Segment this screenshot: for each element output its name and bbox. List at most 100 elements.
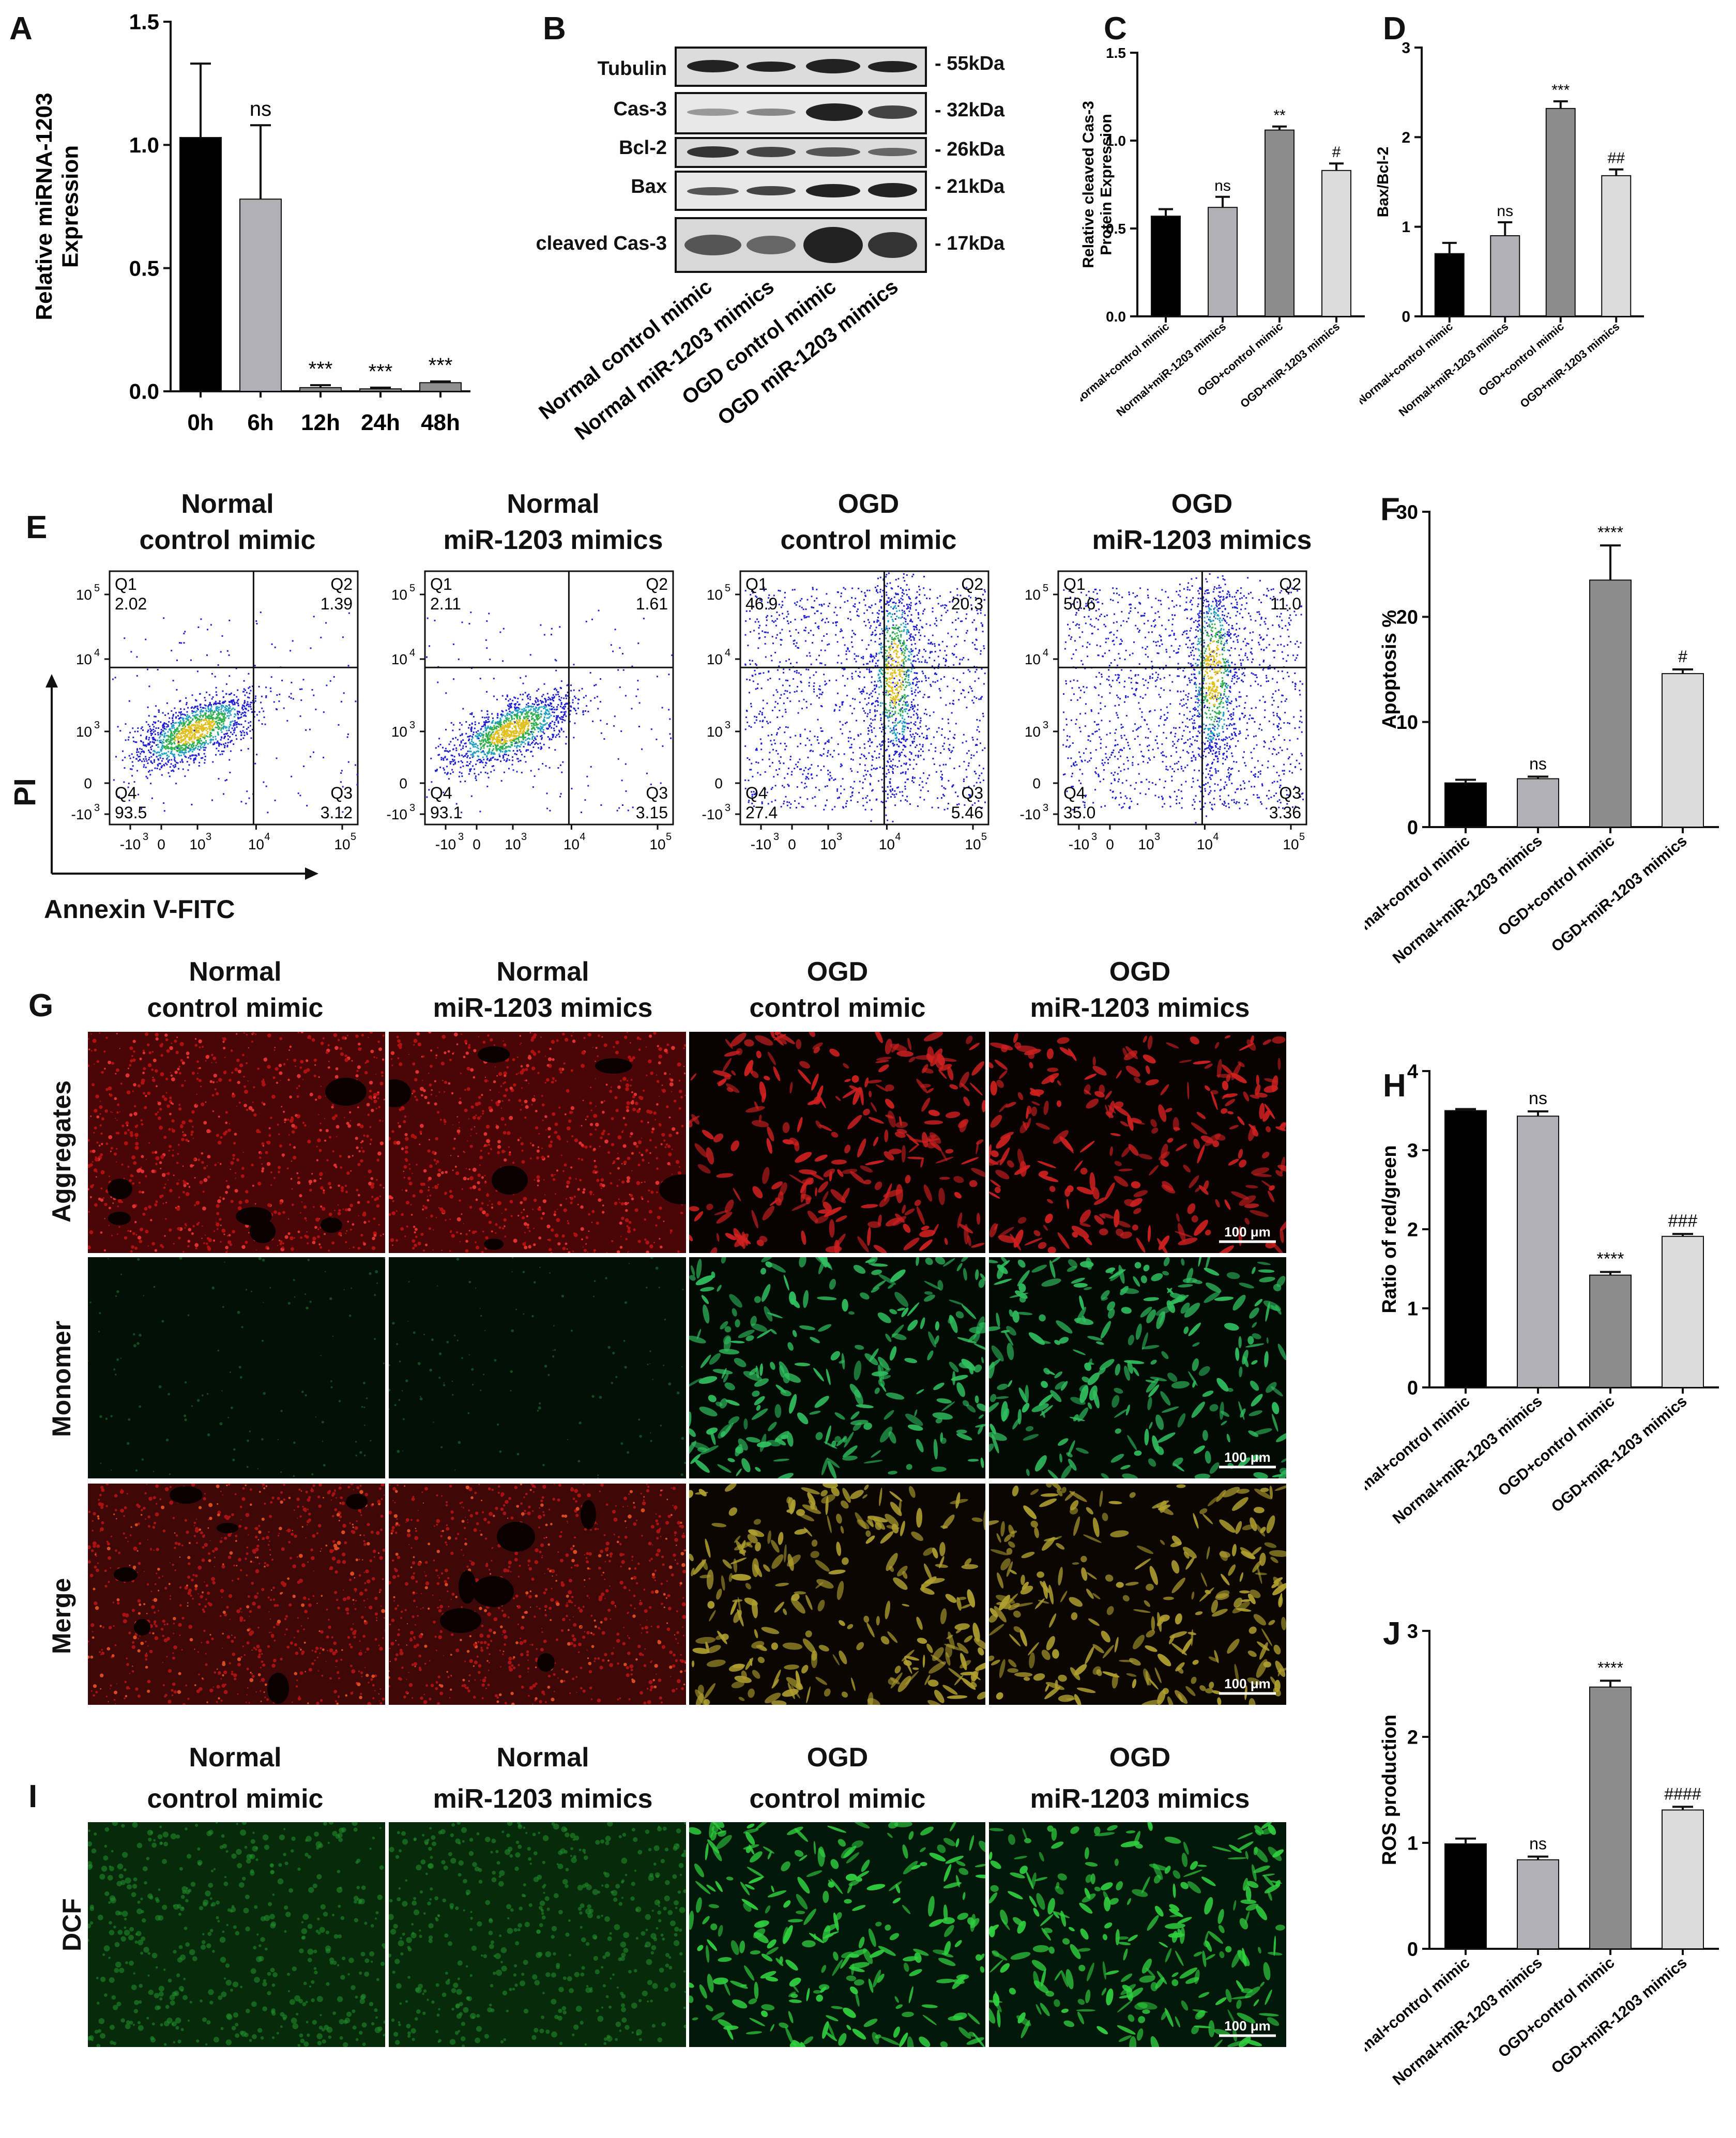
flow-dot — [148, 739, 150, 741]
flow-dot — [508, 700, 510, 702]
flow-dot — [186, 761, 188, 763]
flow-dot — [794, 589, 796, 591]
x-category-label: Normal+miR-1203 mimics — [1390, 1954, 1546, 2089]
flow-dot — [226, 744, 229, 746]
flow-dot — [525, 721, 527, 723]
flow-dot — [921, 781, 923, 783]
flow-dot — [858, 735, 860, 737]
flow-x-tick-exp: 4 — [264, 831, 270, 843]
flow-dot — [426, 796, 428, 798]
flow-dot — [181, 728, 184, 730]
flow-dot — [495, 725, 497, 727]
flow-dot — [530, 770, 532, 772]
flow-dot — [889, 701, 891, 704]
flow-dot — [827, 773, 829, 775]
flow-dot — [940, 752, 941, 754]
flow-dot — [798, 647, 799, 649]
flow-dot — [796, 662, 798, 664]
flow-dot — [542, 731, 544, 733]
flow-dot — [560, 729, 562, 731]
flow-dot — [851, 792, 853, 794]
flow-dot — [745, 610, 748, 612]
flow-dot — [132, 727, 134, 729]
group-title: Normal miR-1203 mimics — [443, 489, 663, 555]
flow-dot — [458, 753, 460, 755]
flow-dot — [176, 730, 178, 732]
flow-dot — [551, 721, 553, 723]
flow-dot — [467, 750, 469, 752]
flow-dot — [248, 726, 249, 728]
flow-dot — [202, 736, 204, 738]
flow-dot — [509, 746, 511, 748]
flow-dot — [905, 799, 907, 801]
flow-dot — [513, 722, 515, 724]
flow-dot — [188, 757, 190, 759]
flow-dot — [468, 738, 470, 740]
flow-dot — [821, 619, 823, 621]
flow-dot — [193, 734, 195, 736]
flow-dot — [586, 705, 588, 707]
flow-dot — [194, 735, 196, 737]
flow-dot — [190, 738, 192, 740]
flow-dot — [768, 597, 770, 599]
flow-dot — [964, 804, 966, 806]
flow-dot — [185, 730, 187, 732]
flow-dot — [145, 758, 147, 760]
flow-dot — [926, 598, 928, 599]
flow-dot — [919, 736, 921, 738]
flow-dot — [183, 727, 185, 729]
flow-dot — [217, 719, 219, 721]
flow-dot — [868, 697, 870, 699]
flow-dot — [249, 725, 251, 727]
flow-dot — [538, 708, 540, 710]
flow-dot — [213, 704, 215, 706]
flow-dot — [162, 741, 164, 743]
flow-dot — [477, 730, 479, 732]
flow-dot — [909, 634, 911, 636]
flow-dot — [147, 706, 149, 708]
flow-dot — [215, 738, 217, 740]
flow-dot — [195, 744, 197, 746]
flow-dot — [207, 707, 209, 709]
flow-dot — [506, 714, 508, 716]
flow-dot — [486, 735, 489, 737]
flow-dot — [438, 754, 440, 756]
flow-dot — [471, 722, 473, 724]
flow-dot — [205, 705, 207, 707]
flow-dot — [128, 736, 130, 738]
flow-dot — [982, 749, 984, 751]
flow-dot — [508, 745, 510, 747]
flow-dot — [840, 763, 842, 765]
flow-dot — [894, 804, 896, 806]
flow-dot — [817, 610, 819, 612]
flow-dot — [252, 685, 253, 688]
flow-dot — [206, 728, 208, 730]
flow-dot — [760, 743, 763, 745]
flow-dot — [155, 705, 157, 707]
flow-dot — [843, 753, 845, 755]
flow-x-tick-label: 10 — [248, 836, 264, 852]
flow-dot — [506, 736, 508, 738]
flow-dot — [204, 724, 206, 726]
flow-dot — [195, 716, 197, 719]
flow-dot — [875, 700, 877, 702]
flow-y-tick-exp: 4 — [94, 647, 100, 659]
flow-dot — [246, 731, 248, 734]
flow-dot — [796, 642, 798, 644]
flow-dot — [161, 767, 162, 769]
flow-dot — [224, 708, 226, 710]
flow-dot — [185, 717, 187, 720]
flow-dot — [807, 773, 809, 775]
flow-dot — [455, 747, 458, 749]
flow-dot — [553, 697, 555, 699]
flow-dot — [785, 711, 787, 713]
flow-dot — [808, 616, 810, 618]
flow-dot — [744, 634, 747, 636]
flow-dot — [574, 710, 576, 712]
flow-dot — [145, 638, 147, 640]
flow-dot — [557, 722, 559, 724]
flow-dot — [781, 639, 783, 641]
flow-dot — [569, 721, 571, 723]
flow-dot — [560, 702, 562, 704]
